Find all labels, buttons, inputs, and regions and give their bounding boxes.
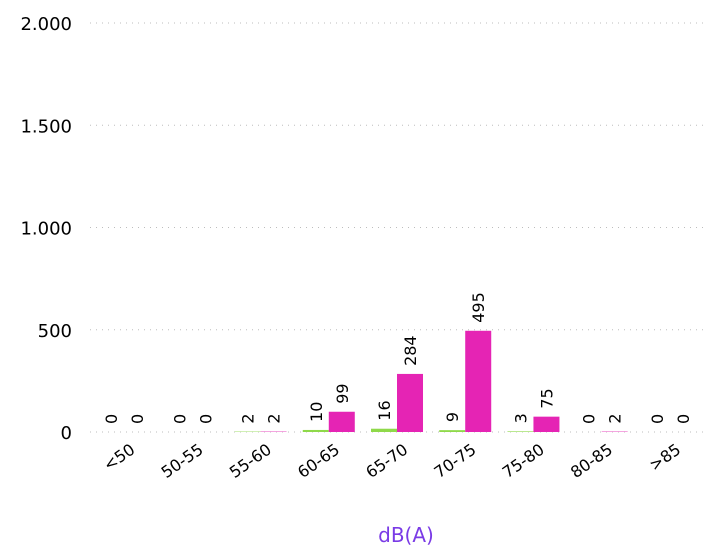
bar	[371, 428, 397, 432]
data-label: 0	[102, 414, 121, 424]
data-label: 16	[375, 400, 394, 420]
y-axis-ticks: 0 500 1.000 1.500 2.000	[20, 14, 72, 444]
data-label: 0	[170, 414, 189, 424]
y-tick-label: 500	[38, 321, 72, 342]
x-tick-label: 60-65	[294, 440, 343, 482]
y-tick-label: 0	[61, 423, 72, 444]
bar	[465, 330, 492, 432]
bar	[439, 430, 466, 432]
x-tick-label: 70-75	[431, 440, 480, 482]
data-label: 75	[537, 388, 556, 408]
data-label: 2	[239, 413, 258, 423]
data-label: 0	[128, 414, 147, 424]
x-tick-label: 55-60	[226, 440, 275, 482]
x-tick-label: >85	[646, 440, 685, 475]
y-tick-label: 1.500	[20, 116, 72, 137]
data-label: 99	[333, 383, 352, 403]
bar	[328, 411, 355, 432]
data-label: 3	[511, 413, 530, 423]
data-label: 0	[580, 414, 599, 424]
x-tick-label: 75-80	[499, 440, 548, 482]
bar	[507, 431, 534, 432]
data-label: 495	[469, 292, 488, 323]
data-label: 0	[648, 414, 667, 424]
bar	[533, 416, 560, 432]
bars	[234, 330, 628, 432]
data-label: 284	[401, 335, 420, 366]
data-label: 10	[307, 402, 326, 422]
data-label: 2	[265, 413, 284, 423]
bar	[397, 373, 423, 432]
x-tick-label: 80-85	[567, 440, 616, 482]
x-tick-label: 65-70	[362, 440, 411, 482]
x-axis-ticks: <50 50-55 55-60 60-65 65-70 70-75 75-80 80-85 >8…	[100, 440, 684, 482]
bar	[302, 429, 329, 432]
x-tick-label: 50-55	[158, 440, 207, 482]
y-tick-label: 2.000	[20, 14, 72, 35]
data-label: 2	[606, 413, 625, 423]
gridlines	[90, 22, 704, 433]
y-tick-label: 1.000	[20, 219, 72, 240]
x-axis-title: dB(A)	[378, 523, 434, 547]
data-label: 0	[674, 414, 693, 424]
x-tick-label: <50	[100, 440, 139, 475]
data-label: 9	[443, 412, 462, 422]
data-label: 0	[196, 414, 215, 424]
